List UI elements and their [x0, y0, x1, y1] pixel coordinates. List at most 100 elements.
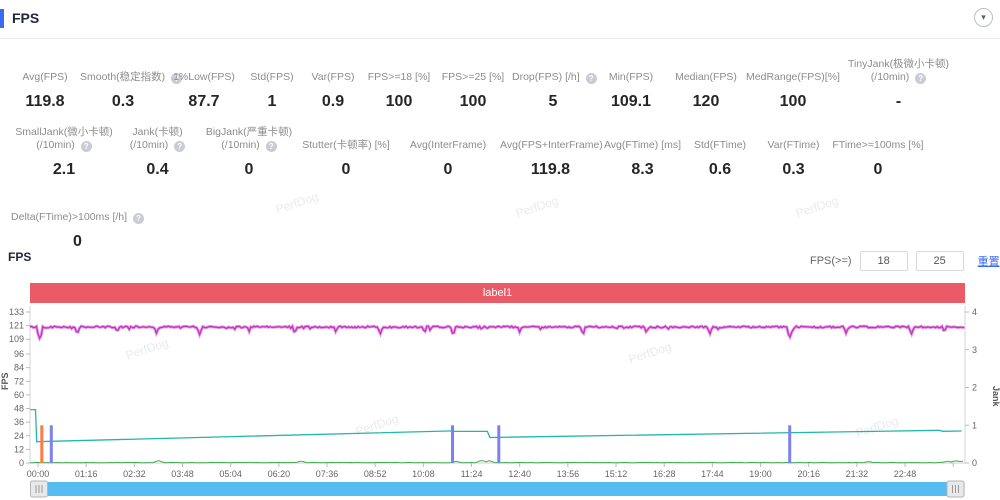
metric-avg-ftime-ms: Avg(FTime) [ms] 8.3	[601, 126, 684, 179]
svg-text:13:56: 13:56	[557, 469, 580, 479]
svg-text:12:40: 12:40	[508, 469, 531, 479]
metric-std-ftime: Std(FTime) 0.6	[684, 126, 756, 179]
metric-drop-fps-h: Drop(FPS) [/h] ? 5	[512, 58, 597, 111]
metric-median-fps: Median(FPS) 120	[668, 58, 744, 111]
metric-label: Stutter(卡顿率) [%]	[302, 139, 390, 151]
metric-value: 0.3	[782, 161, 805, 178]
svg-text:08:52: 08:52	[364, 469, 387, 479]
threshold-low-input[interactable]	[859, 251, 908, 271]
metric-bigjank: BigJank(严重卡顿) (/10min) ? 0	[202, 126, 296, 179]
svg-text:60: 60	[14, 390, 24, 400]
scrollbar-range[interactable]	[48, 482, 947, 496]
watermark: PerfDog	[273, 189, 321, 217]
metric-jank: Jank(卡顿) (/10min) ? 0.4	[113, 126, 202, 179]
metric-value: 0.3	[111, 93, 135, 110]
metric-label: MedRange(FPS)[%]	[746, 71, 840, 83]
svg-text:16:28: 16:28	[653, 469, 676, 479]
metric-value: 0.9	[321, 93, 345, 110]
metric-value: 109.1	[610, 93, 652, 110]
near-zero-series	[30, 460, 964, 464]
svg-text:05:04: 05:04	[219, 469, 242, 479]
metric-value: 100	[385, 93, 413, 110]
svg-text:1: 1	[972, 420, 977, 430]
plot-band-label: label1	[483, 287, 512, 299]
help-icon[interactable]: ?	[171, 73, 183, 84]
reset-link[interactable]: 重置	[977, 256, 1000, 268]
metric-label: Avg(FTime) [ms]	[603, 139, 681, 151]
metric-value: 0.6	[708, 161, 732, 178]
metric-avg-interframe: Avg(InterFrame) 0	[396, 126, 500, 179]
svg-text:06:20: 06:20	[268, 469, 291, 479]
page-title: FPS	[12, 10, 40, 26]
metric-label: SmallJank(微小卡顿) (/10min) ?	[15, 126, 113, 152]
metric-var-fps: Var(FPS) 0.9	[302, 58, 364, 111]
svg-text:48: 48	[14, 404, 24, 414]
metric-value: 100	[459, 93, 487, 110]
help-icon[interactable]: ?	[80, 141, 92, 152]
svg-text:12: 12	[14, 444, 24, 454]
metric-stutter: Stutter(卡顿率) [%] 0	[296, 126, 396, 179]
metric-label: Drop(FPS) [/h] ?	[512, 58, 597, 84]
watermark: PerfDog	[793, 193, 841, 221]
svg-text:03:48: 03:48	[171, 469, 194, 479]
help-icon[interactable]: ?	[265, 141, 277, 152]
svg-text:02:32: 02:32	[123, 469, 146, 479]
metric-ftime-100ms: FTime>=100ms [%] 0	[831, 126, 925, 179]
metric-label: BigJank(严重卡顿) (/10min) ?	[205, 126, 293, 152]
help-icon[interactable]: ?	[915, 73, 927, 84]
help-icon[interactable]: ?	[174, 141, 186, 152]
metric-label: Jank(卡顿) (/10min) ?	[113, 126, 202, 152]
metric-fps-25: FPS>=25 [%] 100	[434, 58, 512, 111]
metric-value: 1	[267, 93, 277, 110]
metric-avg-fps-interframe: Avg(FPS+InterFrame) 119.8	[500, 126, 603, 179]
help-icon[interactable]: ?	[132, 213, 144, 224]
metric-min-fps: Min(FPS) 109.1	[594, 58, 668, 111]
metric-value: 119.8	[25, 93, 65, 110]
fps-series	[29, 325, 965, 340]
metric-1-low-fps: 1%Low(FPS) 87.7	[166, 58, 242, 111]
metric-avg-fps: Avg(FPS) 119.8	[10, 58, 80, 111]
metric-delta-ftime-100ms-h: Delta(FTime)>100ms [/h] ? 0	[10, 198, 145, 251]
metric-var-ftime: Var(FTime) 0.3	[756, 126, 831, 179]
svg-text:00:00: 00:00	[27, 469, 50, 479]
svg-text:3: 3	[972, 345, 977, 355]
svg-text:15:12: 15:12	[605, 469, 628, 479]
fps-jank-chart: label1133121109968472604836241204321000:…	[0, 283, 1000, 498]
metric-value: 5	[548, 93, 558, 110]
metric-value: 2.1	[52, 161, 76, 178]
jank-event-bar	[497, 425, 501, 464]
jank-event-bar	[49, 425, 53, 464]
metric-label: FPS>=18 [%]	[367, 71, 431, 83]
collapse-button[interactable]: ▾	[974, 8, 993, 27]
metric-value: 0.4	[146, 161, 169, 178]
svg-text:0: 0	[19, 458, 24, 468]
svg-text:22:48: 22:48	[894, 469, 917, 479]
metric-smooth: Smooth(稳定指数) ? 0.3	[80, 58, 183, 111]
help-icon[interactable]: ?	[585, 73, 597, 84]
chevron-down-icon: ▾	[981, 12, 986, 22]
metric-smalljank: SmallJank(微小卡顿) (/10min) ? 2.1	[15, 126, 113, 179]
metric-label: Delta(FTime)>100ms [/h] ?	[10, 198, 145, 224]
metric-value: 0	[244, 161, 254, 178]
metric-value: 87.7	[188, 93, 220, 110]
fps-threshold-controls: FPS(>=) 重置	[810, 251, 1000, 271]
metric-value: 120	[692, 93, 720, 110]
right-axis-title: Jank	[991, 386, 1000, 408]
metric-value: 100	[779, 93, 807, 110]
svg-text:17:44: 17:44	[701, 469, 724, 479]
jank-event-bar	[451, 425, 454, 464]
trend-series	[30, 408, 962, 443]
svg-text:36: 36	[14, 417, 24, 427]
svg-text:10:08: 10:08	[412, 469, 435, 479]
metric-std-fps: Std(FPS) 1	[242, 58, 302, 111]
metric-fps-18: FPS>=18 [%] 100	[364, 58, 434, 111]
metric-label: Avg(FPS)	[22, 71, 68, 83]
threshold-high-input[interactable]	[915, 251, 964, 271]
metric-label: Std(FTime)	[693, 139, 747, 151]
svg-text:19:00: 19:00	[749, 469, 772, 479]
metric-value: 0	[73, 233, 82, 250]
svg-text:07:36: 07:36	[316, 469, 339, 479]
svg-text:72: 72	[14, 376, 24, 386]
metric-label: Std(FPS)	[250, 71, 294, 83]
